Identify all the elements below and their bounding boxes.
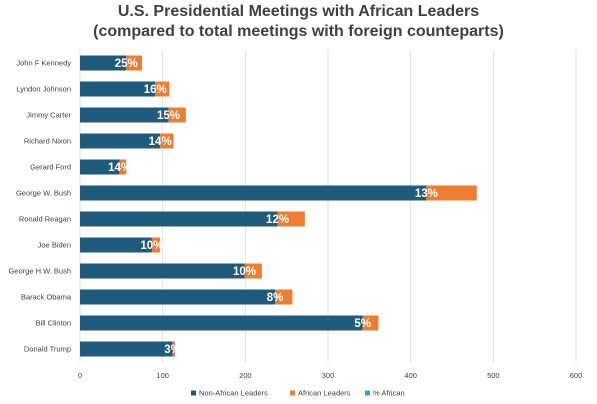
bar-non-african-john-f-kennedy — [80, 55, 127, 71]
bars: 25% 16% 15% 14% 14% 13% 12% 10% 10% 8% 5% 3% — [80, 55, 477, 357]
bar-non-african-richard-nixon — [80, 133, 161, 149]
bar-non-african-george-w-bush — [80, 185, 427, 201]
legend-label-non-african-leaders: Non-African Leaders — [199, 389, 268, 398]
category-labels: John F Kennedy Lyndon Johnson Jimmy Carter… — [8, 59, 71, 354]
bar-african-gerard-ford — [119, 159, 127, 175]
category-label-george-w-bush: George W. Bush — [16, 189, 71, 198]
legend-swatch-non-african-leaders — [191, 390, 196, 396]
x-tick-label-600: 600 — [570, 371, 583, 380]
category-label-richard-nixon: Richard Nixon — [24, 137, 71, 146]
category-label-barack-obama: Barack Obama — [21, 293, 72, 302]
chart-subtitle: (compared to total meetings with foreign… — [93, 23, 504, 40]
legend-swatch-african — [365, 390, 370, 396]
data-label-joe-biden: 10% — [140, 240, 163, 252]
bar-non-african-jimmy-carter — [80, 107, 169, 123]
bar-african-john-f-kennedy — [126, 55, 142, 71]
category-label-george-h-w-bush: George H.W. Bush — [8, 267, 71, 276]
bar-african-donald-trump — [172, 341, 176, 357]
data-label-lyndon-johnson: 16% — [144, 84, 167, 96]
bar-non-african-lyndon-johnson — [80, 81, 156, 97]
category-label-ronald-reagan: Ronald Reagan — [19, 215, 71, 224]
bar-african-george-h-w-bush — [244, 263, 262, 279]
bar-non-african-barack-obama — [80, 289, 276, 305]
data-label-john-f-kennedy: 25% — [115, 58, 138, 70]
bar-african-barack-obama — [275, 289, 293, 305]
category-label-bill-clinton: Bill Clinton — [36, 319, 71, 328]
category-label-john-f-kennedy: John F Kennedy — [16, 59, 71, 68]
legend-label-african: % African — [373, 389, 405, 398]
chart-title-line: U.S. Presidential Meetings with African … — [117, 3, 480, 20]
category-label-gerard-ford: Gerard Ford — [30, 163, 71, 172]
x-tick-label-200: 200 — [239, 371, 252, 380]
bar-non-african-george-h-w-bush — [80, 263, 245, 279]
bar-non-african-donald-trump — [80, 341, 173, 357]
x-axis-ticks: 0 100 200 300 400 500 600 — [78, 371, 582, 380]
x-tick-label-400: 400 — [404, 371, 417, 380]
bar-african-ronald-reagan — [277, 211, 305, 227]
bar-african-lyndon-johnson — [155, 81, 170, 97]
data-label-george-h-w-bush: 10% — [233, 266, 256, 278]
category-label-donald-trump: Donald Trump — [24, 345, 71, 354]
data-label-jimmy-carter: 15% — [157, 110, 180, 122]
bar-african-bill-clinton — [362, 315, 379, 331]
x-tick-label-300: 300 — [322, 371, 335, 380]
bar-non-african-ronald-reagan — [80, 211, 278, 227]
x-tick-label-100: 100 — [156, 371, 169, 380]
data-label-richard-nixon: 14% — [149, 136, 172, 148]
data-label-ronald-reagan: 12% — [266, 214, 289, 226]
bar-non-african-bill-clinton — [80, 315, 363, 331]
category-label-lyndon-johnson: Lyndon Johnson — [16, 85, 71, 94]
legend-label-african-leaders: African Leaders — [298, 389, 351, 398]
bar-african-joe-biden — [151, 237, 161, 253]
data-label-gerard-ford: 14% — [108, 162, 131, 174]
x-tick-label-0: 0 — [78, 371, 82, 380]
bar-african-george-w-bush — [426, 185, 477, 201]
bar-african-richard-nixon — [160, 133, 174, 149]
bar-african-jimmy-carter — [168, 107, 186, 123]
legend: Non-African Leaders African Leaders % Afri… — [191, 389, 405, 398]
category-label-jimmy-carter: Jimmy Carter — [26, 111, 71, 120]
data-label-donald-trump: 3% — [164, 344, 181, 356]
legend-swatch-african-leaders — [290, 390, 295, 396]
gridlines — [79, 50, 577, 362]
data-label-barack-obama: 8% — [267, 292, 284, 304]
data-label-bill-clinton: 5% — [354, 318, 371, 330]
data-label-george-w-bush: 13% — [415, 188, 438, 200]
bar-non-african-gerard-ford — [80, 159, 120, 175]
category-label-joe-biden: Joe Biden — [38, 241, 71, 250]
chart-title: U.S. Presidential Meetings with African … — [0, 2, 597, 42]
x-tick-label-500: 500 — [487, 371, 500, 380]
bar-non-african-joe-biden — [80, 237, 152, 253]
